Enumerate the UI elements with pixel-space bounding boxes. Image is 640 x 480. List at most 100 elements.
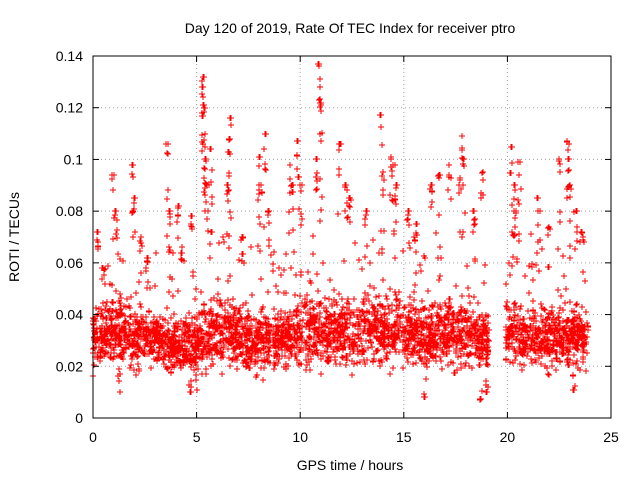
data-point: [425, 288, 431, 294]
data-point: [203, 366, 209, 372]
data-point: [525, 308, 531, 314]
data-point: [370, 359, 376, 365]
data-point: [407, 245, 413, 251]
data-point: [339, 354, 345, 360]
data-point: [171, 311, 177, 317]
data-point: [134, 354, 140, 360]
data-point: [136, 279, 142, 285]
data-point: [340, 304, 346, 310]
data-point: [310, 251, 316, 257]
data-point: [507, 359, 513, 365]
data-point: [209, 352, 215, 358]
data-point: [355, 332, 361, 338]
data-point: [582, 278, 588, 284]
data-point: [122, 319, 128, 325]
data-point: [271, 249, 277, 255]
data-point: [283, 251, 289, 257]
data-point: [437, 273, 443, 279]
data-point: [481, 280, 487, 286]
data-point: [412, 311, 418, 317]
data-point: [476, 362, 482, 368]
data-point: [117, 291, 123, 297]
data-point: [170, 293, 176, 299]
data-point: [128, 362, 134, 368]
data-point: [201, 302, 207, 308]
data-point: [183, 315, 189, 321]
data-point: [405, 359, 411, 365]
data-point: [165, 327, 171, 333]
data-point: [345, 296, 351, 302]
data-point: [426, 307, 432, 313]
data-point: [387, 349, 393, 355]
data-point: [217, 297, 223, 303]
data-point: [411, 297, 417, 303]
data-point: [369, 344, 375, 350]
data-point: [553, 367, 559, 373]
data-point: [458, 304, 464, 310]
data-point: [529, 360, 535, 366]
data-point: [113, 231, 119, 237]
data-point: [555, 246, 561, 252]
data-point: [322, 295, 328, 301]
data-point: [356, 257, 362, 263]
data-point: [367, 283, 373, 289]
data-point: [199, 371, 205, 377]
data-points: [90, 61, 591, 403]
data-point: [385, 303, 391, 309]
data-point: [392, 255, 398, 261]
data-point: [263, 315, 269, 321]
data-point: [303, 367, 309, 373]
gridlines: [93, 56, 611, 418]
data-point: [546, 372, 552, 378]
data-point: [111, 350, 117, 356]
data-point: [453, 283, 459, 289]
data-point: [331, 287, 337, 293]
data-point: [471, 294, 477, 300]
data-point: [339, 296, 345, 302]
data-point: [273, 283, 279, 289]
data-point: [318, 371, 324, 377]
data-point: [528, 231, 534, 237]
data-point: [367, 260, 373, 266]
data-point: [467, 300, 473, 306]
data-point: [558, 293, 564, 299]
data-point: [306, 346, 312, 352]
data-point: [521, 316, 527, 322]
data-point: [189, 315, 195, 321]
data-point: [330, 349, 336, 355]
data-point: [345, 333, 351, 339]
data-point: [407, 294, 413, 300]
data-point: [165, 320, 171, 326]
data-point: [571, 352, 577, 358]
data-point: [253, 325, 259, 331]
data-point: [530, 298, 536, 304]
data-point: [320, 260, 326, 266]
data-point: [304, 299, 310, 305]
data-point: [374, 348, 380, 354]
data-point: [217, 339, 223, 345]
data-point: [91, 362, 97, 368]
data-point: [135, 361, 141, 367]
data-point: [424, 364, 430, 370]
data-point: [133, 290, 139, 296]
data-point: [222, 307, 228, 313]
data-point: [579, 304, 585, 310]
data-point: [234, 366, 240, 372]
data-point: [245, 308, 251, 314]
data-point: [221, 342, 227, 348]
data-point: [270, 261, 276, 267]
data-point: [509, 340, 515, 346]
data-point: [357, 359, 363, 365]
data-point: [113, 288, 119, 294]
data-point: [387, 286, 393, 292]
data-point: [127, 365, 133, 371]
data-point: [583, 309, 589, 315]
data-point: [359, 266, 365, 272]
data-point: [561, 273, 567, 279]
data-point: [526, 290, 532, 296]
data-point: [334, 302, 340, 308]
data-point: [439, 366, 445, 372]
data-point: [528, 356, 534, 362]
data-point: [108, 337, 114, 343]
data-point: [503, 356, 509, 362]
